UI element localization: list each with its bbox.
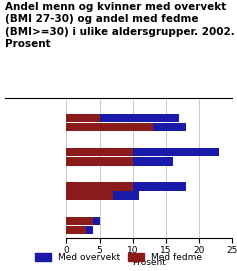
Bar bbox=[66, 123, 186, 131]
Bar bbox=[66, 191, 139, 200]
Legend: Med overvekt, Med fedme: Med overvekt, Med fedme bbox=[31, 249, 206, 266]
Bar bbox=[66, 226, 93, 234]
Bar bbox=[66, 226, 86, 234]
Bar bbox=[66, 123, 153, 131]
Text: Andel menn og kvinner med overvekt
(BMI 27-30) og andel med fedme
(BMI>=30) i ul: Andel menn og kvinner med overvekt (BMI … bbox=[5, 2, 234, 49]
Bar bbox=[66, 157, 133, 166]
Bar bbox=[66, 148, 219, 156]
Bar bbox=[66, 182, 186, 191]
Bar bbox=[66, 191, 113, 200]
X-axis label: Prosent: Prosent bbox=[132, 258, 166, 267]
Bar bbox=[66, 114, 179, 122]
Bar bbox=[66, 217, 100, 225]
Bar bbox=[66, 217, 93, 225]
Bar bbox=[66, 114, 100, 122]
Bar bbox=[66, 148, 133, 156]
Bar bbox=[66, 157, 173, 166]
Bar bbox=[66, 182, 133, 191]
